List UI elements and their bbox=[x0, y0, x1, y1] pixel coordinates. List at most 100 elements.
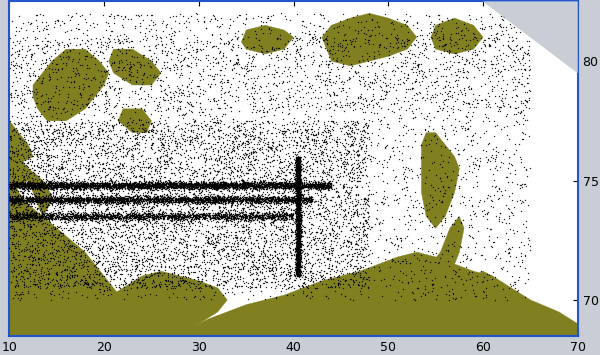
Point bbox=[293, 253, 303, 259]
Point bbox=[125, 71, 135, 77]
Point bbox=[505, 34, 514, 39]
Point bbox=[296, 244, 305, 249]
Point bbox=[92, 235, 101, 240]
Point bbox=[228, 195, 238, 201]
Point bbox=[152, 182, 162, 188]
Point bbox=[188, 103, 197, 109]
Point bbox=[145, 195, 154, 201]
Point bbox=[111, 122, 121, 127]
Point bbox=[214, 198, 223, 204]
Point bbox=[209, 128, 219, 133]
Point bbox=[272, 212, 281, 218]
Point bbox=[215, 183, 225, 189]
Point bbox=[32, 196, 41, 202]
Point bbox=[502, 111, 512, 117]
Point bbox=[294, 190, 304, 195]
Point bbox=[40, 42, 50, 47]
Point bbox=[87, 250, 97, 255]
Point bbox=[88, 183, 98, 189]
Point bbox=[292, 187, 301, 193]
Point bbox=[50, 215, 60, 221]
Point bbox=[85, 22, 94, 28]
Point bbox=[511, 147, 521, 153]
Point bbox=[122, 197, 132, 203]
Point bbox=[160, 178, 170, 184]
Point bbox=[301, 197, 310, 202]
Point bbox=[69, 180, 79, 186]
Point bbox=[158, 154, 168, 159]
Point bbox=[217, 215, 226, 221]
Point bbox=[65, 157, 74, 163]
Point bbox=[172, 146, 182, 151]
Point bbox=[284, 181, 293, 187]
Point bbox=[265, 169, 275, 175]
Point bbox=[43, 100, 53, 105]
Point bbox=[156, 199, 166, 204]
Point bbox=[157, 131, 167, 137]
Point bbox=[25, 216, 34, 222]
Point bbox=[173, 199, 183, 205]
Point bbox=[151, 107, 160, 113]
Point bbox=[22, 61, 31, 66]
Point bbox=[296, 224, 305, 229]
Point bbox=[193, 185, 202, 191]
Point bbox=[25, 87, 34, 93]
Point bbox=[46, 200, 56, 206]
Point bbox=[56, 197, 66, 203]
Point bbox=[252, 212, 262, 218]
Point bbox=[64, 185, 73, 190]
Point bbox=[197, 216, 207, 222]
Point bbox=[194, 186, 204, 192]
Point bbox=[79, 197, 88, 203]
Point bbox=[298, 191, 307, 197]
Point bbox=[406, 126, 416, 131]
Point bbox=[236, 222, 246, 228]
Point bbox=[223, 184, 233, 190]
Point bbox=[229, 124, 239, 130]
Point bbox=[283, 181, 292, 186]
Point bbox=[229, 240, 239, 246]
Point bbox=[293, 172, 303, 178]
Point bbox=[60, 184, 70, 189]
Point bbox=[280, 234, 290, 239]
Point bbox=[292, 246, 302, 251]
Point bbox=[88, 214, 97, 220]
Point bbox=[170, 213, 180, 218]
Point bbox=[488, 269, 498, 275]
Point bbox=[170, 274, 179, 279]
Point bbox=[510, 141, 520, 147]
Point bbox=[144, 183, 154, 189]
Point bbox=[66, 168, 76, 174]
Point bbox=[78, 212, 88, 218]
Point bbox=[229, 190, 239, 196]
Point bbox=[246, 248, 256, 254]
Point bbox=[131, 184, 140, 189]
Point bbox=[283, 185, 293, 191]
Point bbox=[346, 208, 356, 214]
Point bbox=[104, 183, 113, 189]
Point bbox=[115, 194, 125, 200]
Point bbox=[74, 214, 84, 219]
Point bbox=[63, 237, 73, 243]
Point bbox=[293, 170, 302, 176]
Point bbox=[215, 118, 225, 123]
Point bbox=[221, 159, 230, 165]
Point bbox=[430, 65, 440, 71]
Point bbox=[272, 182, 282, 188]
Point bbox=[290, 181, 299, 187]
Point bbox=[35, 207, 45, 212]
Point bbox=[293, 207, 302, 213]
Point bbox=[190, 230, 199, 236]
Point bbox=[356, 94, 366, 100]
Point bbox=[133, 197, 143, 203]
Point bbox=[426, 137, 436, 142]
Point bbox=[484, 273, 494, 278]
Point bbox=[106, 214, 116, 219]
Point bbox=[56, 277, 66, 283]
Point bbox=[58, 208, 67, 214]
Point bbox=[268, 264, 278, 269]
Point bbox=[55, 282, 65, 288]
Point bbox=[73, 241, 83, 247]
Point bbox=[442, 91, 452, 97]
Point bbox=[31, 214, 40, 220]
